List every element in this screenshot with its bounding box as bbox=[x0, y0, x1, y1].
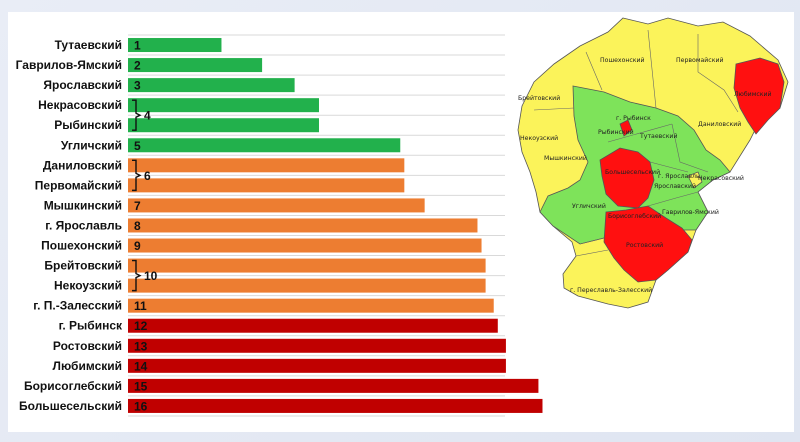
region-map: Брейтовский Пошехонский Первомайский Любимс… bbox=[517, 17, 789, 309]
category-label: Ростовский bbox=[53, 339, 122, 353]
bar bbox=[128, 98, 319, 113]
rank-label: 7 bbox=[134, 199, 141, 213]
tie-bracket bbox=[132, 99, 142, 131]
category-label: Ярославский bbox=[43, 78, 122, 92]
map-region-label: Мышкинский bbox=[544, 154, 587, 162]
map-region-label: Некоузский bbox=[520, 134, 558, 142]
map-region-label: г. Рыбинск bbox=[616, 114, 651, 122]
category-label: г. Рыбинск bbox=[59, 319, 123, 333]
tie-bracket bbox=[132, 259, 142, 292]
bar bbox=[128, 398, 543, 413]
map-region-label: г. Переславль-Залесский bbox=[570, 286, 652, 294]
map-region-label: Большесельский bbox=[605, 168, 660, 176]
bar bbox=[128, 198, 425, 213]
rank-label: 2 bbox=[134, 59, 141, 73]
category-label: Гаврилов-Ямский bbox=[16, 58, 122, 72]
rank-label: 12 bbox=[134, 319, 148, 333]
rank-label: 3 bbox=[134, 79, 141, 93]
bar bbox=[128, 338, 506, 353]
map-region-label: Угличский bbox=[572, 202, 606, 210]
rank-label: 11 bbox=[134, 299, 147, 313]
grid-layer bbox=[128, 34, 505, 417]
rank-label: 13 bbox=[134, 339, 148, 353]
map-region-label: Ярославский bbox=[654, 182, 696, 190]
map-region-label: Некрасовский bbox=[698, 174, 744, 182]
map-region-city-spot bbox=[619, 119, 633, 137]
bar bbox=[128, 118, 319, 133]
bracket-layer: 4 6 10 bbox=[132, 99, 158, 292]
category-label: Рыбинский bbox=[54, 118, 122, 132]
map-region-label: г. Ярославль bbox=[658, 173, 700, 180]
bar bbox=[128, 318, 498, 333]
rank-label: 16 bbox=[134, 399, 148, 413]
bar bbox=[128, 178, 405, 193]
category-label: Некрасовский bbox=[38, 98, 122, 112]
map-region-label: Борисоглебский bbox=[608, 212, 661, 220]
bar bbox=[128, 138, 401, 153]
map-region-label: Гаврилов-Ямский bbox=[662, 208, 719, 216]
category-label: Некоузский bbox=[54, 279, 122, 293]
bar bbox=[128, 158, 405, 173]
map-region-label: Даниловский bbox=[698, 120, 741, 128]
bar bbox=[128, 78, 295, 93]
map-region-rostovsky bbox=[603, 205, 693, 283]
bar bbox=[128, 298, 494, 313]
bar bbox=[128, 278, 486, 293]
map-region-label: Ростовский bbox=[626, 241, 663, 249]
rank-label: 4 bbox=[144, 109, 151, 123]
category-label: Брейтовский bbox=[44, 259, 122, 273]
slide-card: Тутаевский 1 Гаврилов-Ямский 2 Ярославский 3 Н… bbox=[8, 12, 794, 432]
bar bbox=[128, 238, 482, 253]
map-region-lyubimsky bbox=[733, 57, 785, 135]
category-label: Большесельский bbox=[19, 399, 122, 413]
map-region-label: Любимский bbox=[734, 90, 772, 98]
map-region-label: Тутаевский bbox=[639, 132, 677, 140]
rank-label: 10 bbox=[144, 269, 158, 283]
rank-label: 15 bbox=[134, 379, 148, 393]
map-region-label: Первомайский bbox=[676, 56, 723, 64]
category-label: Даниловский bbox=[43, 158, 122, 172]
rank-label: 6 bbox=[144, 169, 151, 183]
map-region-label: Пошехонский bbox=[600, 56, 645, 64]
category-label: Первомайский bbox=[35, 178, 122, 192]
bar bbox=[128, 58, 263, 73]
category-label: г. Ярославль bbox=[45, 218, 122, 232]
rank-label: 8 bbox=[134, 219, 141, 233]
rank-label: 14 bbox=[134, 359, 148, 373]
map-labels: Брейтовский Пошехонский Первомайский Любимс… bbox=[518, 56, 772, 294]
rank-label: 1 bbox=[134, 39, 141, 53]
bar bbox=[128, 218, 478, 233]
map-region-label: Рыбинский bbox=[598, 128, 634, 136]
bar bbox=[128, 358, 506, 373]
category-label: Пошехонский bbox=[41, 239, 122, 253]
bar bbox=[128, 258, 486, 273]
category-label: Любимский bbox=[53, 359, 122, 373]
rank-label: 9 bbox=[134, 239, 141, 253]
bar bbox=[128, 38, 222, 53]
bar-layer bbox=[128, 38, 543, 413]
category-label: Угличский bbox=[61, 138, 122, 152]
category-label: Мышкинский bbox=[44, 198, 122, 212]
rank-label: 5 bbox=[134, 139, 141, 153]
map-region-bolsheselsky bbox=[599, 147, 655, 209]
map-borders bbox=[533, 29, 739, 257]
category-label: г. П.-Залесский bbox=[33, 299, 122, 313]
map-region-label: Брейтовский bbox=[518, 94, 560, 102]
bar bbox=[128, 378, 539, 393]
category-label: Борисоглебский bbox=[24, 379, 122, 393]
category-label: Тутаевский bbox=[55, 38, 122, 52]
map-region-yaroslavl-city bbox=[687, 171, 703, 189]
tie-bracket bbox=[132, 159, 142, 192]
